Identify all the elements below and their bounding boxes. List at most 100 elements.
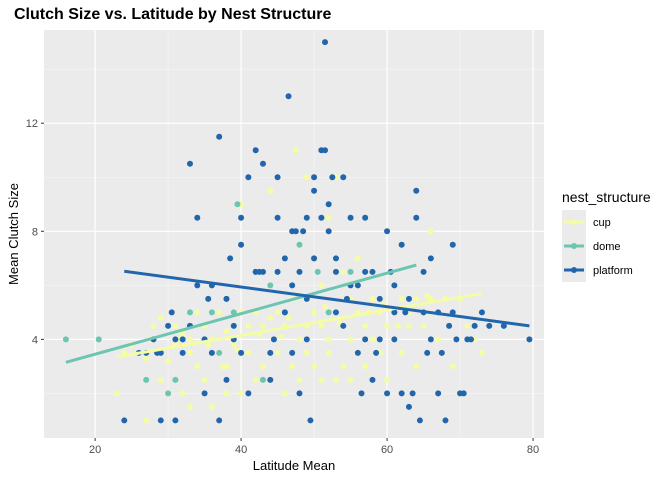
point-platform bbox=[303, 214, 310, 221]
point-platform bbox=[216, 417, 223, 424]
point-cup bbox=[289, 363, 296, 370]
point-platform bbox=[391, 282, 398, 289]
point-platform bbox=[354, 282, 361, 289]
point-platform bbox=[376, 336, 383, 343]
point-cup bbox=[245, 322, 252, 329]
point-cup bbox=[252, 376, 259, 383]
point-platform bbox=[208, 349, 215, 356]
point-cup bbox=[398, 295, 405, 302]
point-dome bbox=[165, 390, 172, 397]
point-platform bbox=[438, 349, 445, 356]
point-platform bbox=[478, 309, 485, 316]
point-cup bbox=[303, 174, 310, 181]
point-platform bbox=[165, 322, 172, 329]
legend-key-point-platform bbox=[571, 267, 577, 273]
point-cup bbox=[208, 403, 215, 410]
point-platform bbox=[201, 390, 208, 397]
point-platform bbox=[223, 295, 230, 302]
point-cup bbox=[395, 322, 402, 329]
point-platform bbox=[267, 376, 274, 383]
point-platform bbox=[413, 187, 420, 194]
y-tick-label: 8 bbox=[32, 226, 38, 238]
point-dome bbox=[234, 201, 241, 208]
point-platform bbox=[416, 417, 423, 424]
point-platform bbox=[420, 268, 427, 275]
point-platform bbox=[384, 390, 391, 397]
point-platform bbox=[500, 322, 507, 329]
point-cup bbox=[435, 336, 442, 343]
point-platform bbox=[256, 268, 263, 275]
point-cup bbox=[413, 363, 420, 370]
point-platform bbox=[230, 322, 237, 329]
point-platform bbox=[252, 147, 259, 154]
point-cup bbox=[274, 349, 281, 356]
point-cup bbox=[157, 314, 164, 321]
point-platform bbox=[413, 214, 420, 221]
point-platform bbox=[311, 255, 318, 262]
point-cup bbox=[318, 376, 325, 383]
point-platform bbox=[526, 336, 533, 343]
point-platform bbox=[358, 390, 365, 397]
point-platform bbox=[340, 322, 347, 329]
point-cup bbox=[113, 390, 120, 397]
trend-line-cup bbox=[116, 291, 483, 359]
point-cup bbox=[369, 295, 376, 302]
point-cup bbox=[201, 376, 208, 383]
point-platform bbox=[376, 295, 383, 302]
point-cup bbox=[292, 147, 299, 154]
point-platform bbox=[311, 174, 318, 181]
point-platform bbox=[318, 214, 325, 221]
point-platform bbox=[409, 390, 416, 397]
legend-key-point-dome bbox=[571, 243, 577, 249]
legend-label-cup: cup bbox=[593, 217, 611, 229]
point-dome bbox=[208, 309, 215, 316]
point-platform bbox=[398, 390, 405, 397]
point-cup bbox=[259, 322, 266, 329]
point-platform bbox=[267, 349, 274, 356]
point-platform bbox=[172, 336, 179, 343]
point-dome bbox=[143, 376, 150, 383]
point-cup bbox=[413, 295, 420, 302]
point-platform bbox=[362, 268, 369, 275]
point-platform bbox=[238, 349, 245, 356]
point-platform bbox=[486, 322, 493, 329]
point-cup bbox=[449, 363, 456, 370]
point-platform bbox=[442, 417, 449, 424]
point-platform bbox=[354, 349, 361, 356]
point-cup bbox=[398, 349, 405, 356]
point-cup bbox=[186, 403, 193, 410]
point-platform bbox=[311, 187, 318, 194]
point-cup bbox=[325, 214, 332, 221]
point-platform bbox=[446, 322, 453, 329]
point-cup bbox=[205, 341, 212, 348]
point-cup bbox=[278, 333, 285, 340]
y-axis-label: Mean Clutch Size bbox=[6, 183, 21, 285]
point-platform bbox=[216, 133, 223, 140]
point-platform bbox=[303, 336, 310, 343]
point-platform bbox=[168, 309, 175, 316]
point-cup bbox=[267, 314, 274, 321]
y-tick-label: 4 bbox=[32, 334, 38, 346]
point-platform bbox=[325, 228, 332, 235]
point-platform bbox=[373, 349, 380, 356]
point-platform bbox=[329, 174, 336, 181]
point-platform bbox=[238, 214, 245, 221]
point-cup bbox=[285, 314, 292, 321]
point-cup bbox=[223, 390, 230, 397]
point-platform bbox=[194, 282, 201, 289]
point-platform bbox=[449, 241, 456, 248]
legend-title: nest_structure bbox=[562, 189, 651, 205]
point-platform bbox=[179, 349, 186, 356]
point-cup bbox=[274, 309, 281, 316]
point-cup bbox=[259, 363, 266, 370]
point-cup bbox=[318, 282, 325, 289]
point-platform bbox=[296, 390, 303, 397]
point-platform bbox=[157, 417, 164, 424]
point-cup bbox=[179, 390, 186, 397]
point-cup bbox=[311, 309, 318, 316]
point-cup bbox=[369, 336, 376, 343]
plot-panel bbox=[44, 30, 544, 438]
point-cup bbox=[267, 187, 274, 194]
point-platform bbox=[300, 228, 307, 235]
